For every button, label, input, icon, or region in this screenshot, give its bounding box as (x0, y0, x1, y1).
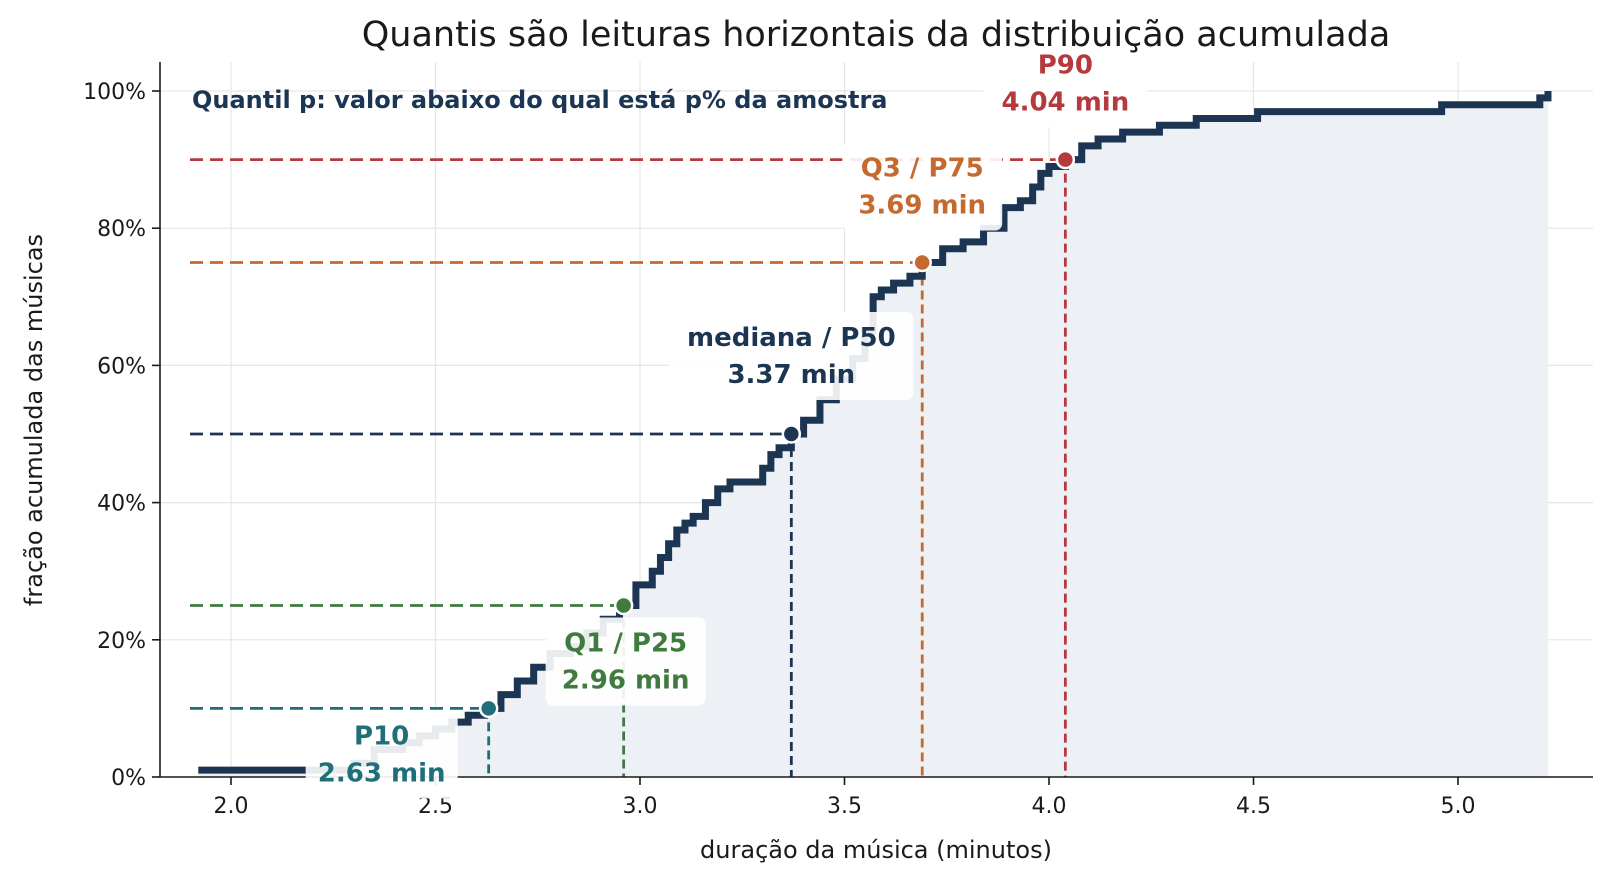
chart-subtitle: Quantil p: valor abaixo do qual está p% … (192, 86, 888, 114)
area-under-ecdf (198, 91, 1548, 777)
y-tick-label-2: 40% (97, 492, 146, 517)
quantile-name-p10: P10 (354, 721, 409, 751)
y-ticks: 0% 20% 40% 60% 80% 100% (83, 80, 160, 791)
quantile-name-q3: Q3 / P75 (861, 154, 984, 184)
quantile-label-box-median (669, 312, 914, 400)
quantile-name-p90: P90 (1038, 51, 1093, 81)
quantile-point-p10 (478, 698, 499, 719)
y-tick-label-0: 0% (111, 766, 146, 791)
quantile-value-q3: 3.69 min (858, 191, 986, 221)
x-tick-label-5: 4.5 (1236, 794, 1271, 819)
quantile-value-median: 3.37 min (727, 360, 855, 390)
quantile-label-box-p10 (305, 710, 458, 799)
quantile-point-p90 (1055, 149, 1076, 170)
quantile-label-box-p90 (983, 39, 1148, 128)
y-tick-label-1: 20% (97, 629, 146, 654)
quantile-name-median: mediana / P50 (687, 323, 896, 353)
quantile-point-q1 (613, 595, 634, 616)
chart-title: Quantis são leituras horizontais da dist… (362, 15, 1391, 55)
y-axis-title: fração acumulada das músicas (20, 234, 48, 606)
quantile-value-p10: 2.63 min (318, 758, 446, 788)
x-axis-title: duração da música (minutos) (700, 836, 1052, 864)
x-tick-label-2: 3.0 (623, 794, 658, 819)
x-tick-label-6: 5.0 (1441, 794, 1476, 819)
x-tick-label-4: 4.0 (1032, 794, 1067, 819)
quantile-point-q3 (912, 252, 932, 273)
ecdf-line (198, 91, 1552, 774)
y-tick-label-4: 80% (97, 217, 146, 242)
quantile-labels: P10 2.63 min Q1 / P25 2.96 min mediana / P50… (305, 39, 1148, 799)
quantile-point-median (781, 424, 802, 444)
quantile-name-q1: Q1 / P25 (564, 629, 687, 659)
ecdf-series (198, 91, 1552, 774)
y-tick-label-5: 100% (83, 80, 146, 105)
quantile-value-q1: 2.96 min (562, 666, 690, 696)
quantile-label-box-q3 (842, 142, 1003, 231)
quantile-label-box-q1 (545, 617, 706, 706)
ecdf-area-fill (198, 91, 1548, 777)
x-tick-label-3: 3.5 (827, 794, 862, 819)
quantile-value-p90: 4.04 min (1002, 88, 1130, 118)
x-tick-label-0: 2.0 (214, 794, 249, 819)
y-tick-label-3: 60% (97, 354, 146, 379)
x-ticks: 2.0 2.5 3.0 3.5 4.0 4.5 5.0 (214, 777, 1476, 819)
